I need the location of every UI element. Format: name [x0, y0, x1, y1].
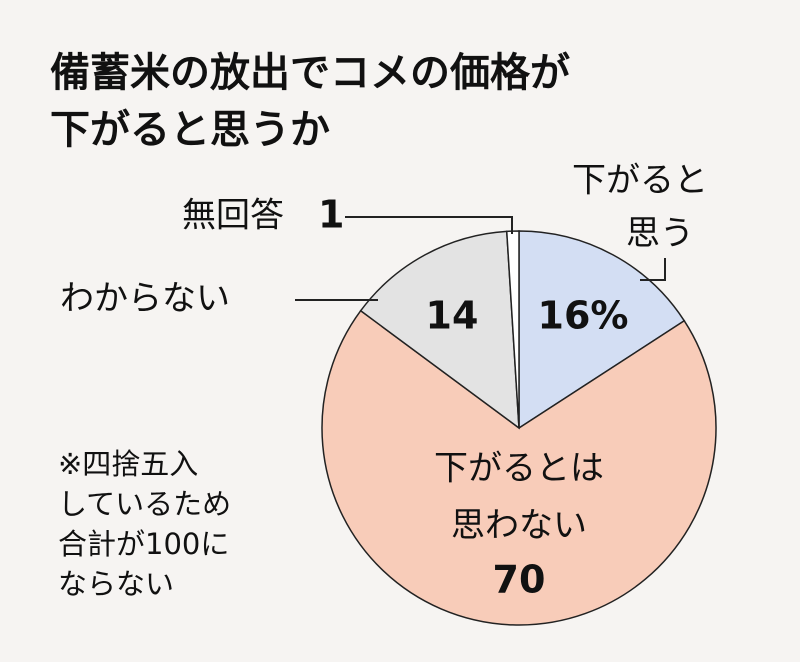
category-label: 思わない	[451, 506, 587, 546]
value-label: 16%	[538, 294, 629, 338]
category-label: 下がるとは	[434, 449, 604, 489]
note: 合計が100に	[58, 527, 229, 561]
value-label: 14	[426, 294, 479, 338]
note: ※四捨五入	[58, 447, 198, 481]
category-label: 無回答	[182, 196, 284, 236]
note: しているため	[58, 487, 231, 521]
category-label: わからない	[60, 279, 230, 319]
note: ならない	[58, 567, 174, 601]
pie-slice	[321, 309, 717, 626]
chart-title: 下がると思うか	[50, 107, 330, 153]
value-label: 70	[493, 558, 546, 602]
category-label: 思う	[626, 214, 694, 254]
leader-line	[345, 216, 513, 234]
chart-title: 備蓄米の放出でコメの価格が	[50, 50, 570, 96]
leader-line	[640, 258, 666, 281]
value-label: 1	[318, 193, 344, 237]
category-label: 下がると	[572, 161, 708, 201]
